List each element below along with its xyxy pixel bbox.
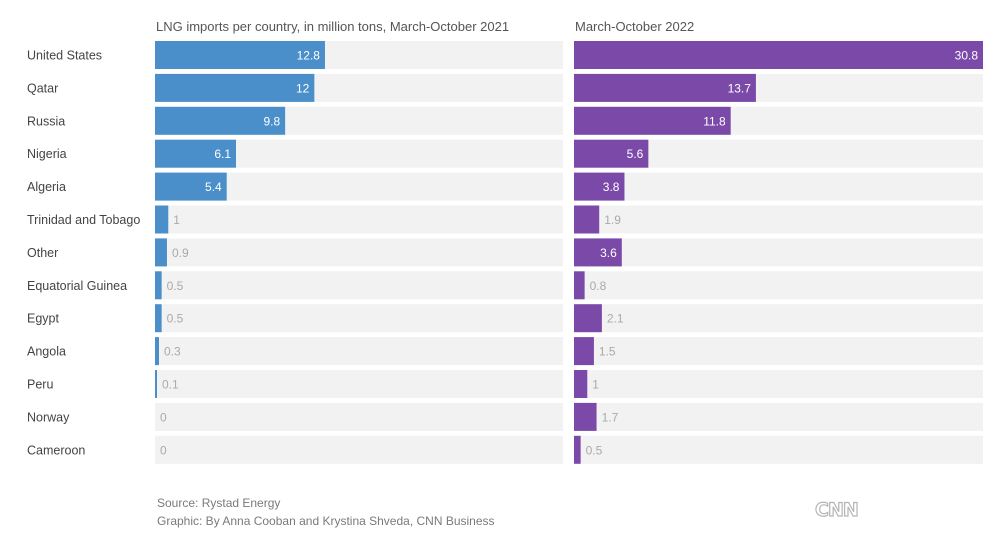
bar bbox=[155, 238, 167, 267]
data-label: 5.4 bbox=[205, 180, 222, 194]
bar bbox=[574, 172, 625, 201]
country-label: United States bbox=[27, 49, 102, 63]
data-label: 0.5 bbox=[586, 443, 603, 457]
data-label: 6.1 bbox=[214, 147, 231, 161]
data-label: 3.8 bbox=[603, 180, 620, 194]
bar bbox=[155, 337, 159, 366]
bar bbox=[155, 304, 162, 333]
country-label: Nigeria bbox=[27, 147, 67, 161]
country-label: Qatar bbox=[27, 81, 58, 95]
bar bbox=[155, 73, 315, 102]
bar-track bbox=[155, 435, 563, 464]
data-label: 1.5 bbox=[599, 345, 616, 359]
series-title-1: LNG imports per country, in million tons… bbox=[156, 19, 509, 34]
data-label: 30.8 bbox=[955, 49, 979, 63]
data-label: 11.8 bbox=[703, 114, 726, 128]
bar-track bbox=[574, 435, 983, 464]
data-label: 12 bbox=[296, 81, 310, 95]
bar bbox=[574, 41, 983, 69]
graphic-credit: Graphic: By Anna Cooban and Krystina Shv… bbox=[157, 514, 495, 528]
country-label: Cameroon bbox=[27, 443, 85, 457]
bar-track bbox=[574, 304, 983, 333]
bar bbox=[574, 205, 600, 234]
country-label: Angola bbox=[27, 345, 66, 359]
country-label: Other bbox=[27, 246, 58, 260]
country-label: Trinidad and Tobago bbox=[27, 213, 140, 227]
data-label: 5.6 bbox=[627, 147, 644, 161]
data-label: 0.8 bbox=[590, 279, 607, 293]
bar bbox=[574, 106, 731, 135]
bar bbox=[155, 139, 237, 168]
country-label: Algeria bbox=[27, 180, 66, 194]
data-label: 1.7 bbox=[602, 410, 619, 424]
bar-track bbox=[155, 402, 563, 431]
data-label: 1 bbox=[592, 378, 599, 392]
country-label: Peru bbox=[27, 378, 53, 392]
data-label: 0 bbox=[160, 443, 167, 457]
bar-track bbox=[155, 271, 563, 300]
data-label: 9.8 bbox=[263, 114, 280, 128]
bar-track bbox=[574, 337, 983, 366]
data-label: 0.5 bbox=[167, 279, 184, 293]
bar bbox=[574, 304, 602, 333]
bar-track bbox=[574, 370, 983, 398]
bar-track bbox=[155, 370, 563, 398]
bar bbox=[574, 402, 597, 431]
source-note: Source: Rystad Energy bbox=[157, 496, 281, 510]
bar-track bbox=[155, 337, 563, 366]
bar bbox=[574, 271, 585, 300]
data-label: 2.1 bbox=[607, 312, 624, 326]
bar bbox=[155, 106, 286, 135]
bar bbox=[155, 41, 325, 69]
bar-track bbox=[155, 205, 563, 234]
data-label: 3.6 bbox=[600, 246, 617, 260]
bar bbox=[155, 271, 162, 300]
bar bbox=[574, 370, 588, 398]
bar bbox=[155, 370, 157, 398]
data-label: 1.9 bbox=[604, 213, 621, 227]
bar bbox=[574, 435, 581, 464]
data-label: 1 bbox=[173, 213, 180, 227]
bar-track bbox=[574, 172, 983, 201]
bar-track bbox=[574, 238, 983, 267]
data-label: 0 bbox=[160, 410, 167, 424]
data-label: 0.3 bbox=[164, 345, 181, 359]
data-label: 13.7 bbox=[728, 81, 752, 95]
bar bbox=[155, 172, 227, 201]
bar-chart: LNG imports per country, in million tons… bbox=[27, 19, 983, 464]
country-label: Equatorial Guinea bbox=[27, 279, 127, 293]
bar-track bbox=[574, 271, 983, 300]
bar bbox=[574, 73, 756, 102]
data-label: 0.5 bbox=[167, 312, 184, 326]
data-label: 0.9 bbox=[172, 246, 189, 260]
bar-track bbox=[574, 205, 983, 234]
country-label: Norway bbox=[27, 410, 70, 424]
country-label: Egypt bbox=[27, 312, 59, 326]
bar bbox=[155, 205, 169, 234]
bar-track bbox=[574, 402, 983, 431]
bar bbox=[574, 139, 649, 168]
cnn-logo: CNN bbox=[814, 498, 859, 521]
country-label: Russia bbox=[27, 114, 65, 128]
bar-track bbox=[155, 304, 563, 333]
series-title-2: March-October 2022 bbox=[575, 19, 694, 34]
data-label: 12.8 bbox=[297, 49, 321, 63]
bar bbox=[574, 337, 594, 366]
data-label: 0.1 bbox=[162, 378, 179, 392]
bar-track bbox=[155, 238, 563, 267]
bar bbox=[574, 238, 622, 267]
